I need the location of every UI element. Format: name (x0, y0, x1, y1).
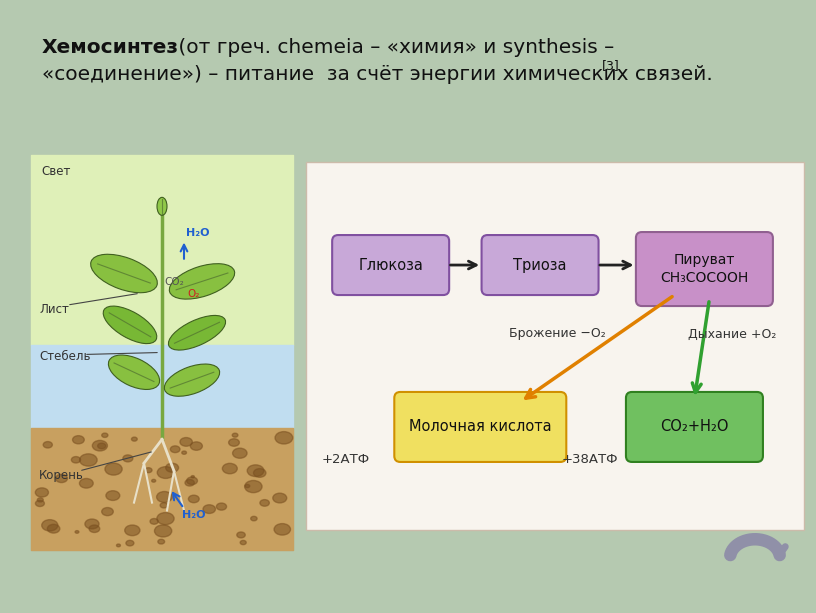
Ellipse shape (145, 468, 152, 473)
Ellipse shape (180, 438, 193, 446)
Ellipse shape (168, 316, 225, 350)
Text: H₂O: H₂O (182, 511, 206, 520)
Ellipse shape (170, 264, 235, 299)
Ellipse shape (35, 500, 44, 506)
Ellipse shape (117, 544, 121, 547)
Text: Хемосинтез: Хемосинтез (42, 38, 179, 57)
Ellipse shape (187, 477, 197, 484)
Text: CO₂: CO₂ (164, 277, 184, 287)
Text: Стебель: Стебель (39, 351, 91, 364)
Ellipse shape (75, 531, 79, 533)
FancyBboxPatch shape (31, 155, 293, 550)
Text: [3]: [3] (602, 59, 619, 72)
Ellipse shape (38, 498, 43, 502)
Ellipse shape (157, 492, 172, 503)
Ellipse shape (185, 479, 194, 486)
FancyBboxPatch shape (31, 155, 293, 384)
Text: Дыхание +O₂: Дыхание +O₂ (688, 328, 776, 341)
Ellipse shape (91, 254, 157, 293)
Ellipse shape (35, 488, 48, 497)
Ellipse shape (233, 433, 238, 437)
Ellipse shape (188, 495, 199, 503)
FancyBboxPatch shape (626, 392, 763, 462)
Text: O₂: O₂ (187, 289, 199, 299)
Text: «соединение») – питание  за счёт энергии химических связей.: «соединение») – питание за счёт энергии … (42, 65, 712, 84)
Text: Пируват
CH₃COCOOH: Пируват CH₃COCOOH (660, 253, 748, 284)
Ellipse shape (157, 539, 165, 544)
Ellipse shape (157, 466, 174, 478)
Ellipse shape (157, 512, 174, 525)
FancyBboxPatch shape (31, 345, 293, 424)
Ellipse shape (203, 504, 215, 514)
Ellipse shape (160, 503, 168, 508)
Ellipse shape (260, 500, 269, 506)
FancyBboxPatch shape (481, 235, 599, 295)
Ellipse shape (171, 446, 180, 452)
Ellipse shape (190, 442, 202, 451)
Ellipse shape (228, 439, 239, 446)
Ellipse shape (245, 484, 250, 488)
Ellipse shape (150, 519, 158, 524)
Text: (от греч. chemeia – «химия» и synthesis –: (от греч. chemeia – «химия» и synthesis … (172, 38, 614, 57)
Ellipse shape (92, 440, 108, 451)
Ellipse shape (43, 441, 52, 448)
Ellipse shape (125, 525, 140, 536)
Ellipse shape (245, 481, 262, 493)
Ellipse shape (105, 463, 122, 475)
Ellipse shape (103, 306, 157, 344)
Ellipse shape (80, 454, 97, 466)
Ellipse shape (254, 468, 266, 478)
Text: Корень: Корень (39, 469, 84, 482)
Ellipse shape (42, 520, 58, 531)
Ellipse shape (55, 474, 68, 482)
Ellipse shape (237, 532, 246, 538)
Text: Триоза: Триоза (513, 257, 567, 273)
Ellipse shape (247, 465, 264, 476)
FancyBboxPatch shape (394, 392, 566, 462)
Ellipse shape (89, 525, 100, 533)
Ellipse shape (166, 463, 179, 472)
Ellipse shape (109, 355, 160, 389)
Ellipse shape (152, 479, 156, 482)
Ellipse shape (102, 433, 108, 438)
Ellipse shape (274, 524, 290, 535)
Ellipse shape (98, 443, 106, 449)
Ellipse shape (126, 540, 134, 546)
Text: Свет: Свет (41, 165, 70, 178)
Ellipse shape (251, 516, 257, 521)
Ellipse shape (157, 197, 167, 215)
FancyBboxPatch shape (636, 232, 773, 306)
Ellipse shape (102, 508, 113, 516)
Ellipse shape (164, 364, 220, 396)
Ellipse shape (240, 541, 246, 544)
Ellipse shape (275, 432, 293, 444)
FancyBboxPatch shape (306, 162, 804, 530)
Ellipse shape (85, 519, 99, 529)
Text: +2АТФ: +2АТФ (322, 453, 370, 466)
Ellipse shape (233, 448, 247, 459)
Ellipse shape (223, 463, 237, 474)
Ellipse shape (79, 479, 93, 488)
Text: Лист: Лист (39, 303, 69, 316)
Text: Глюкоза: Глюкоза (358, 257, 424, 273)
FancyBboxPatch shape (332, 235, 449, 295)
Ellipse shape (47, 524, 60, 533)
Text: H₂O: H₂O (186, 227, 210, 238)
Ellipse shape (71, 457, 81, 463)
FancyBboxPatch shape (31, 384, 293, 424)
Text: Молочная кислота: Молочная кислота (409, 419, 552, 435)
Ellipse shape (131, 437, 137, 441)
Text: +38АТФ: +38АТФ (561, 453, 618, 466)
Ellipse shape (273, 493, 286, 503)
Ellipse shape (154, 525, 171, 537)
Text: Брожение −O₂: Брожение −O₂ (509, 327, 605, 340)
Text: CO₂+H₂O: CO₂+H₂O (660, 419, 729, 435)
Ellipse shape (73, 436, 84, 444)
Ellipse shape (123, 455, 133, 462)
Ellipse shape (182, 451, 187, 454)
Ellipse shape (106, 491, 120, 500)
Ellipse shape (216, 503, 227, 510)
Ellipse shape (191, 476, 194, 478)
